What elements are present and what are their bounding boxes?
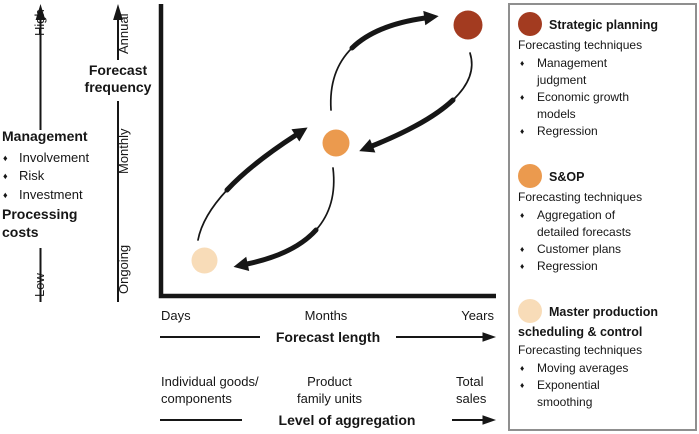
legend-title: S&OP (549, 170, 585, 184)
legend-title: Master production scheduling & control (518, 305, 659, 339)
tick-months: Months (304, 308, 348, 323)
legend-section-sop: S&OP Forecasting techniques ♦ Aggregation… (518, 164, 687, 275)
tick-low: Low (32, 273, 47, 297)
diamond-bullet-icon: ♦ (520, 380, 525, 390)
flow-arrow-sop-to-mps (233, 167, 335, 271)
legend-bullet: ♦ Moving averages (520, 361, 629, 375)
tick-monthly: Monthly (116, 128, 131, 174)
mps-dot-icon (518, 299, 542, 323)
legend-section-strategic: Strategic planning Forecasting technique… (518, 12, 687, 140)
tick-ongoing: Ongoing (116, 244, 131, 294)
diamond-bullet-icon: ♦ (520, 261, 525, 271)
tick-product-family: Product family units (296, 374, 363, 406)
strategic-dot-icon (518, 12, 542, 36)
diamond-bullet-icon: ♦ (520, 244, 525, 254)
flow-arrow-strategic-to-sop (359, 52, 473, 153)
diamond-bullet-icon: ♦ (520, 126, 525, 136)
dot-strategic-planning (453, 10, 483, 40)
diamond-bullet-icon: ♦ (520, 363, 525, 373)
diamond-bullet-icon: ♦ (520, 210, 525, 220)
legend-title-row: S&OP (518, 164, 687, 188)
processing-costs-title: Processing costs (2, 206, 78, 240)
forecast-frequency-title: Forecast frequency (84, 62, 152, 95)
tick-years: Years (461, 308, 494, 323)
dot-sop (322, 129, 350, 157)
sop-dot-icon (518, 164, 542, 188)
legend-title-row: Master production scheduling & control (518, 299, 687, 341)
legend-bullet: ♦ Economic growth models (520, 90, 630, 121)
legend-bullet: ♦ Management judgment (520, 56, 608, 87)
management-title: Management (2, 128, 88, 144)
flow-arrow-mps-to-sop (197, 127, 308, 241)
tick-high: High (32, 9, 47, 36)
legend-subtitle: Forecasting techniques (518, 38, 643, 52)
forecast-frequency-axis-arrow (113, 4, 123, 302)
legend-title-row: Strategic planning (518, 12, 687, 36)
legend-bullet: ♦ Aggregation of detailed forecasts (520, 208, 632, 239)
management-bullet: ♦ Involvement (2, 149, 112, 168)
legend-subtitle: Forecasting techniques (518, 190, 643, 204)
processing-costs-block: Processing costs (2, 206, 102, 241)
tick-total-sales: Total sales (456, 374, 487, 406)
management-bullet: ♦ Risk (2, 167, 112, 186)
forecast-length-label: Forecast length (260, 329, 396, 345)
legend-title: Strategic planning (549, 18, 659, 32)
dot-master-production (191, 247, 218, 274)
arrowhead-right-icon (482, 415, 496, 425)
legend-panel: Strategic planning Forecasting technique… (508, 3, 697, 431)
tick-individual-goods: Individual goods/ components (161, 374, 259, 406)
diamond-bullet-icon: ♦ (3, 189, 8, 200)
legend-bullet: ♦ Exponential smoothing (520, 378, 600, 409)
tick-days: Days (161, 308, 191, 323)
chart-axes (158, 4, 496, 299)
flow-arrow-sop-to-strategic (329, 10, 439, 111)
diamond-bullet-icon: ♦ (520, 92, 525, 102)
diamond-bullet-icon: ♦ (3, 152, 8, 163)
legend-bullet: ♦ Customer plans (520, 242, 622, 256)
tick-annual: Annual (116, 13, 131, 54)
legend-section-mps: Master production scheduling & control F… (518, 299, 687, 411)
legend-bullet: ♦ Regression (520, 259, 598, 273)
aggregation-label: Level of aggregation (242, 412, 452, 428)
management-bullet: ♦ Investment (2, 186, 112, 205)
management-block: Management ♦ Involvement ♦ Risk ♦ Investmen… (2, 128, 112, 204)
arrowhead-up-icon (35, 4, 46, 20)
legend-bullet: ♦ Regression (520, 124, 598, 138)
arrowhead-up-icon (113, 4, 123, 20)
legend-subtitle: Forecasting techniques (518, 343, 643, 357)
arrowhead-right-icon (482, 332, 496, 342)
management-cost-axis-arrow (35, 4, 46, 302)
diamond-bullet-icon: ♦ (3, 171, 8, 181)
diamond-bullet-icon: ♦ (520, 58, 525, 68)
